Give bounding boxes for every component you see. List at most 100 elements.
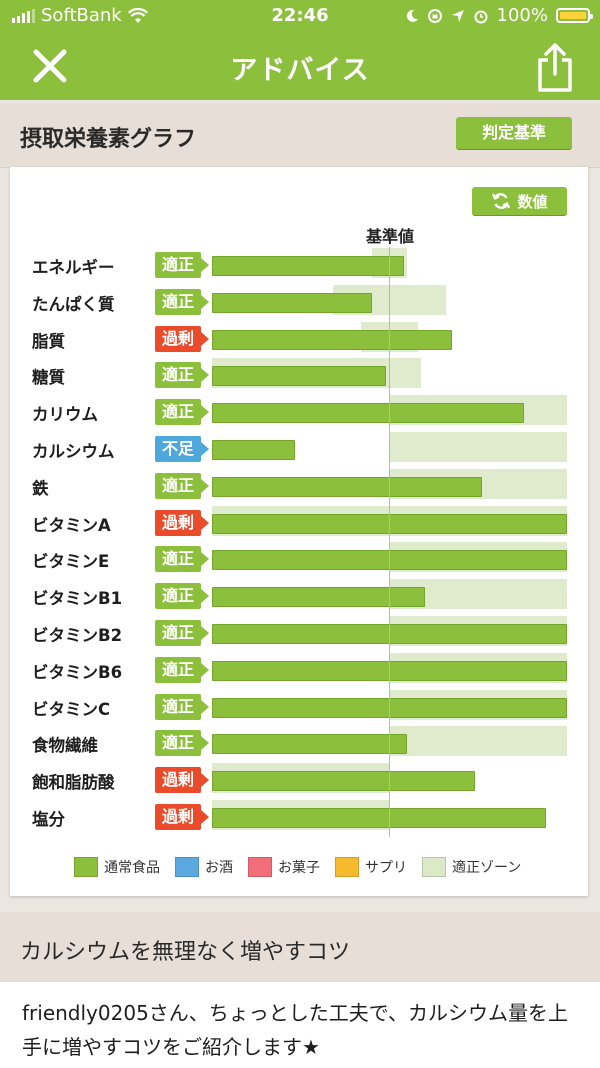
nutrient-row: たんぱく質 適正 (0, 284, 600, 317)
carrier-label: SoftBank (41, 5, 122, 26)
status-bar: SoftBank 22:46 100% (0, 0, 600, 32)
proper-zone (389, 432, 567, 462)
status-badge: 過剰 (155, 325, 209, 352)
status-badge: 適正 (155, 620, 209, 646)
wifi-icon (127, 7, 148, 23)
intake-bar (212, 808, 546, 828)
rotation-lock-icon (427, 8, 442, 23)
nutrient-row: ビタミンB1 適正 (0, 579, 600, 611)
nutrient-row: エネルギー 適正 (0, 248, 600, 280)
intake-bar (212, 256, 404, 276)
status-badge: 過剰 (155, 509, 209, 536)
section-title: 摂取栄養素グラフ (20, 127, 197, 152)
status-badge: 適正 (155, 362, 209, 389)
location-icon (451, 9, 464, 22)
nutrient-name: 鉄 (32, 478, 49, 498)
nutrient-row: ビタミンC 適正 (0, 689, 600, 722)
status-badge: 適正 (155, 472, 209, 499)
nutrient-row: 脂質 過剰 (0, 321, 600, 354)
nutrient-row: ビタミンA 過剰 (0, 505, 600, 538)
status-badge: 適正 (155, 546, 209, 573)
legend-swatch (175, 857, 199, 877)
nutrient-name: 飽和脂肪酸 (32, 773, 115, 793)
legend-label: お菓子 (278, 860, 320, 876)
status-badge: 過剰 (155, 804, 209, 830)
nutrient-row: 糖質 適正 (0, 358, 600, 390)
number-toggle-button[interactable]: 数値 (472, 187, 567, 215)
nutrient-name: エネルギー (32, 258, 115, 277)
status-badge: 適正 (155, 693, 209, 720)
intake-bar (212, 476, 482, 497)
nutrient-name: カリウム (32, 405, 98, 425)
legend-item: サプリ (335, 857, 407, 877)
nutrient-name: ビタミンB6 (32, 662, 123, 682)
nutrient-row: 飽和脂肪酸 過剰 (0, 763, 600, 795)
nutrient-name: ビタミンB1 (32, 589, 123, 609)
legend-item: 適正ゾーン (422, 857, 521, 877)
intake-bar (212, 587, 425, 608)
status-badge: 適正 (155, 288, 209, 315)
legend-label: サプリ (365, 860, 407, 876)
page-title: アドバイス (230, 55, 370, 86)
nutrient-name: 脂質 (32, 331, 65, 351)
nutrient-row: ビタミンE 適正 (0, 542, 600, 574)
share-icon[interactable] (530, 42, 580, 94)
refresh-icon (492, 193, 511, 209)
status-badge: 適正 (155, 730, 209, 757)
legend-item: お菓子 (248, 857, 320, 877)
nutrient-name: たんぱく質 (32, 294, 115, 314)
legend-item: 通常食品 (74, 857, 160, 877)
status-badge: 適正 (155, 252, 209, 278)
intake-bar (212, 771, 475, 792)
status-badge: 適正 (155, 656, 209, 683)
battery-icon (556, 8, 593, 23)
legend-label: お酒 (205, 860, 233, 876)
legend-item: お酒 (175, 857, 233, 877)
close-icon[interactable] (28, 46, 72, 86)
alarm-icon (474, 10, 488, 23)
status-badge: 適正 (155, 583, 209, 610)
status-time: 22:46 (271, 5, 329, 26)
legend-swatch (422, 857, 446, 877)
nutrient-name: ビタミンE (32, 552, 110, 572)
chart-legend: 通常食品 お酒 お菓子 サプリ 適正ゾーン (74, 857, 536, 877)
nutrient-graph-section-header: 摂取栄養素グラフ 判定基準 (0, 103, 600, 168)
intake-bar (212, 366, 386, 387)
signal-icon (12, 8, 35, 23)
legend-swatch (248, 857, 272, 877)
nutrient-row: ビタミンB6 適正 (0, 652, 600, 685)
intake-bar (212, 440, 296, 460)
intake-bar (212, 403, 525, 424)
battery-percent: 100% (496, 5, 548, 26)
moon-icon (406, 9, 418, 22)
nutrient-name: ビタミンA (32, 515, 111, 535)
number-button-label: 数値 (517, 192, 548, 211)
status-badge: 適正 (155, 399, 209, 426)
nutrient-name: 糖質 (32, 368, 65, 388)
legend-label: 通常食品 (104, 860, 160, 876)
legend-label: 適正ゾーン (452, 860, 522, 876)
intake-bar (212, 292, 372, 313)
nutrient-name: 塩分 (32, 810, 65, 829)
nutrient-row: 食物繊維 適正 (0, 726, 600, 758)
nutrient-row: カリウム 適正 (0, 395, 600, 427)
reference-line (389, 247, 390, 837)
advice-body: friendly0205さん、ちょっとした工夫で、カルシウム量を上手に増やすコツ… (0, 982, 600, 1068)
proper-zone (389, 726, 567, 757)
nutrient-row: ビタミンB2 適正 (0, 616, 600, 648)
reference-value-label: 基準値 (365, 227, 414, 246)
nutrient-row: カルシウム 不足 (0, 432, 600, 464)
nutrient-name: 食物繊維 (32, 736, 98, 756)
nutrient-name: カルシウム (32, 442, 115, 461)
advice-text: friendly0205さん、ちょっとした工夫で、カルシウム量を上手に増やすコツ… (22, 1001, 568, 1059)
advice-title: カルシウムを無理なく増やすコツ (20, 940, 351, 965)
advice-section-header: カルシウムを無理なく増やすコツ (0, 912, 600, 982)
status-badge: 不足 (155, 436, 209, 462)
intake-bar (212, 329, 452, 350)
nutrient-name: ビタミンB2 (32, 626, 123, 645)
judgment-criteria-button[interactable]: 判定基準 (456, 117, 572, 149)
legend-swatch (335, 857, 359, 877)
nutrient-row: 鉄 適正 (0, 468, 600, 501)
app-header: SoftBank 22:46 100% アドバイス (0, 0, 600, 100)
nutrient-name: ビタミンC (32, 699, 111, 719)
